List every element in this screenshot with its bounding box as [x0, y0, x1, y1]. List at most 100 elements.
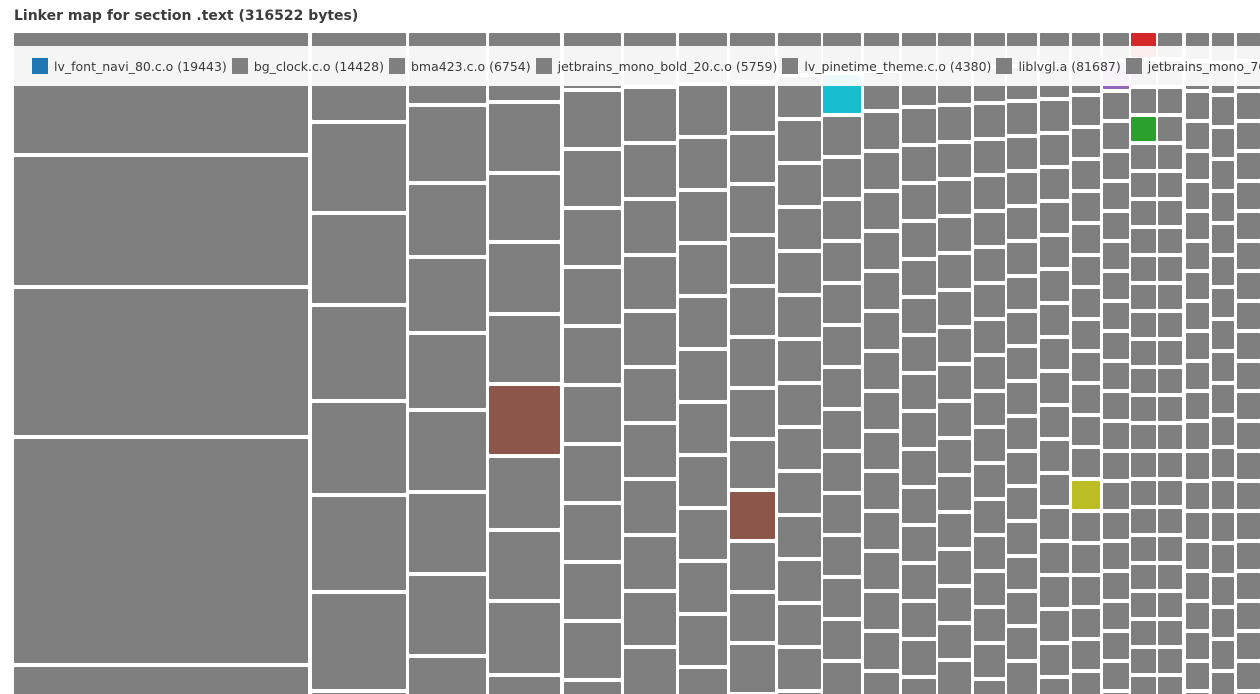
treemap-cell[interactable]	[1131, 397, 1156, 421]
treemap-cell[interactable]	[624, 649, 676, 694]
treemap-cell[interactable]	[624, 257, 676, 309]
treemap-cell[interactable]	[489, 244, 560, 312]
treemap-cell[interactable]	[1212, 545, 1234, 573]
treemap-cell[interactable]	[1158, 341, 1182, 365]
treemap-cell[interactable]	[938, 403, 971, 436]
treemap-cell[interactable]	[1212, 481, 1234, 509]
treemap-cell[interactable]	[1131, 481, 1156, 505]
treemap-cell[interactable]	[974, 285, 1005, 317]
treemap-cell[interactable]	[1072, 97, 1100, 125]
treemap-cell[interactable]	[864, 353, 899, 389]
treemap-cell[interactable]	[1007, 663, 1037, 694]
treemap-cell[interactable]	[864, 673, 899, 694]
treemap-cell[interactable]	[1212, 321, 1234, 349]
treemap-cell[interactable]	[1072, 129, 1100, 157]
treemap-cell[interactable]	[679, 457, 727, 506]
treemap-cell[interactable]	[1007, 103, 1037, 134]
treemap-cell[interactable]	[409, 494, 486, 572]
treemap-cell[interactable]	[823, 411, 861, 449]
treemap-cell[interactable]	[1007, 523, 1037, 554]
treemap-cell[interactable]	[974, 681, 1005, 694]
treemap-cell[interactable]	[679, 192, 727, 241]
treemap-cell[interactable]	[1212, 353, 1234, 381]
treemap-cell[interactable]	[409, 335, 486, 408]
treemap-cell[interactable]	[1131, 313, 1156, 337]
treemap-cell[interactable]	[1212, 513, 1234, 541]
treemap-cell[interactable]	[1103, 93, 1129, 119]
treemap-cell[interactable]	[409, 259, 486, 331]
treemap-cell[interactable]	[1158, 649, 1182, 673]
treemap-cell[interactable]	[1040, 271, 1069, 301]
treemap-cell[interactable]	[564, 269, 621, 324]
treemap-cell[interactable]	[1237, 633, 1260, 659]
treemap-cell[interactable]	[902, 223, 936, 257]
treemap-cell[interactable]	[1212, 257, 1234, 285]
treemap-cell[interactable]	[1186, 423, 1209, 449]
treemap-cell[interactable]	[1072, 385, 1100, 413]
treemap-cell[interactable]	[564, 387, 621, 442]
treemap-cell[interactable]	[1158, 453, 1182, 477]
treemap-cell[interactable]	[1007, 173, 1037, 204]
treemap-cell[interactable]	[1186, 153, 1209, 179]
treemap-cell[interactable]	[823, 159, 861, 197]
treemap-cell[interactable]	[1237, 573, 1260, 599]
treemap-cell[interactable]	[489, 316, 560, 382]
treemap-cell[interactable]	[1158, 369, 1182, 393]
treemap-cell[interactable]	[1158, 313, 1182, 337]
treemap-cell[interactable]	[1186, 363, 1209, 389]
treemap-cell[interactable]	[1040, 237, 1069, 267]
treemap-cell[interactable]	[1237, 333, 1260, 359]
treemap-cell[interactable]	[1131, 173, 1156, 197]
treemap-cell[interactable]	[730, 135, 775, 182]
treemap-cell[interactable]	[1237, 363, 1260, 389]
treemap-cell[interactable]	[938, 588, 971, 621]
treemap-cell[interactable]	[564, 92, 621, 147]
treemap-cell[interactable]	[564, 210, 621, 265]
treemap-cell[interactable]	[974, 249, 1005, 281]
treemap-cell[interactable]	[489, 386, 560, 454]
treemap-cell[interactable]	[864, 113, 899, 149]
treemap-cell[interactable]	[489, 175, 560, 240]
treemap-cell[interactable]	[409, 576, 486, 654]
treemap-cell[interactable]	[823, 537, 861, 575]
treemap-cell[interactable]	[624, 537, 676, 589]
treemap-cell[interactable]	[938, 477, 971, 510]
treemap-cell[interactable]	[1072, 225, 1100, 253]
treemap-cell[interactable]	[1103, 183, 1129, 209]
treemap-cell[interactable]	[1158, 481, 1182, 505]
treemap-cell[interactable]	[864, 393, 899, 429]
treemap-cell[interactable]	[1007, 243, 1037, 274]
treemap-cell[interactable]	[778, 605, 821, 645]
treemap-cell[interactable]	[1072, 321, 1100, 349]
treemap-cell[interactable]	[902, 489, 936, 523]
treemap-cell[interactable]	[564, 564, 621, 619]
treemap-cell[interactable]	[1212, 577, 1234, 605]
treemap-cell[interactable]	[1212, 385, 1234, 413]
treemap-cell[interactable]	[1158, 145, 1182, 169]
treemap-cell[interactable]	[1237, 453, 1260, 479]
treemap-cell[interactable]	[312, 594, 406, 689]
treemap-cell[interactable]	[1131, 425, 1156, 449]
treemap-cell[interactable]	[1237, 663, 1260, 689]
treemap-cell[interactable]	[974, 501, 1005, 533]
treemap-cell[interactable]	[730, 186, 775, 233]
treemap-cell[interactable]	[1186, 603, 1209, 629]
treemap-cell[interactable]	[974, 393, 1005, 425]
treemap-cell[interactable]	[1007, 383, 1037, 414]
treemap-cell[interactable]	[1007, 628, 1037, 659]
treemap-cell[interactable]	[974, 645, 1005, 677]
treemap-cell[interactable]	[679, 139, 727, 188]
treemap-cell[interactable]	[1237, 213, 1260, 239]
treemap-cell[interactable]	[902, 109, 936, 143]
treemap-cell[interactable]	[409, 107, 486, 181]
treemap-cell[interactable]	[823, 579, 861, 617]
treemap-cell[interactable]	[1072, 193, 1100, 221]
treemap-cell[interactable]	[1237, 183, 1260, 209]
treemap-cell[interactable]	[1237, 543, 1260, 569]
treemap-cell[interactable]	[1072, 449, 1100, 477]
treemap-cell[interactable]	[679, 563, 727, 612]
treemap-cell[interactable]	[624, 89, 676, 141]
treemap-cell[interactable]	[1158, 397, 1182, 421]
treemap-cell[interactable]	[864, 473, 899, 509]
treemap-cell[interactable]	[1212, 449, 1234, 477]
